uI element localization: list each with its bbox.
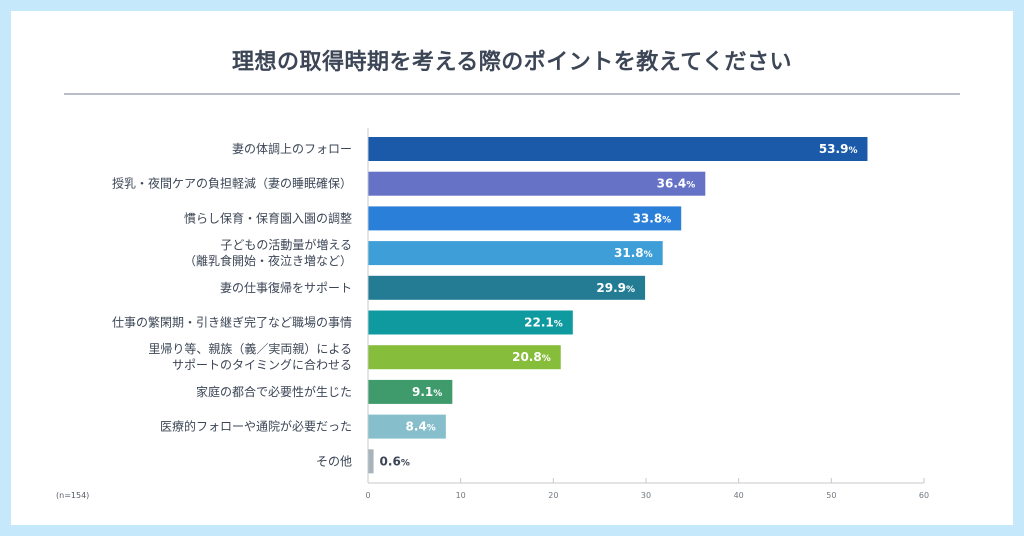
x-tick-label: 20 xyxy=(548,491,558,500)
value-label: 33.8% xyxy=(633,211,672,225)
category-label: 子どもの活動量が増える xyxy=(220,237,352,252)
bar xyxy=(368,310,573,335)
category-label: （離乳食開始・夜泣き増など） xyxy=(184,253,352,268)
category-label: 家庭の都合で必要性が生じた xyxy=(196,384,352,399)
bars-group xyxy=(368,137,868,474)
value-label: 53.9% xyxy=(819,142,858,156)
category-label: 里帰り等、親族（義／実両親）による xyxy=(148,341,352,356)
bar xyxy=(368,206,682,231)
category-label: 医療的フォローや通院が必要だった xyxy=(160,419,352,434)
value-label: 22.1% xyxy=(524,316,563,330)
x-tick-label: 10 xyxy=(456,491,466,500)
bar xyxy=(368,414,446,439)
category-label: その他 xyxy=(316,454,352,468)
value-label: 0.6% xyxy=(380,454,410,468)
bar xyxy=(368,275,646,300)
category-label: 仕事の繁閑期・引き継ぎ完了など職場の事情 xyxy=(112,315,352,330)
x-tick-label: 50 xyxy=(826,491,836,500)
sample-size-note: (n=154) xyxy=(56,491,90,500)
value-label: 9.1% xyxy=(412,385,442,399)
chart-card xyxy=(11,11,1013,525)
category-label: 慣らし保育・保育園入園の調整 xyxy=(184,210,352,225)
bar xyxy=(368,379,453,404)
x-tick-label: 40 xyxy=(734,491,744,500)
title-divider xyxy=(64,93,960,95)
bar xyxy=(368,171,706,196)
x-tick-label: 0 xyxy=(365,491,370,500)
bar xyxy=(368,137,868,161)
category-label: サポートのタイミングに合わせる xyxy=(172,357,352,372)
chart-title: 理想の取得時期を考える際のポイントを教えてください xyxy=(231,50,793,75)
category-label: 妻の体調上のフォロー xyxy=(232,142,352,156)
category-label: 授乳・夜間ケアの負担軽減（妻の睡眠確保） xyxy=(112,176,352,191)
bar xyxy=(368,345,561,370)
value-labels-group: 53.9% 36.4% 33.8% 31.8% 29.9% 22.1% 20.8% 9.1% 8… xyxy=(380,142,858,468)
x-axis: 0 10 20 30 40 50 60 xyxy=(365,128,929,500)
bar xyxy=(368,449,374,474)
category-label: 妻の仕事復帰をサポート xyxy=(220,280,352,295)
value-label: 31.8% xyxy=(614,246,653,260)
x-tick-label: 60 xyxy=(919,491,929,500)
bar xyxy=(368,241,663,266)
value-label: 8.4% xyxy=(406,420,436,434)
value-label: 36.4% xyxy=(657,177,696,191)
value-label: 29.9% xyxy=(596,281,635,295)
value-label: 20.8% xyxy=(512,350,551,364)
x-tick-label: 30 xyxy=(641,491,651,500)
